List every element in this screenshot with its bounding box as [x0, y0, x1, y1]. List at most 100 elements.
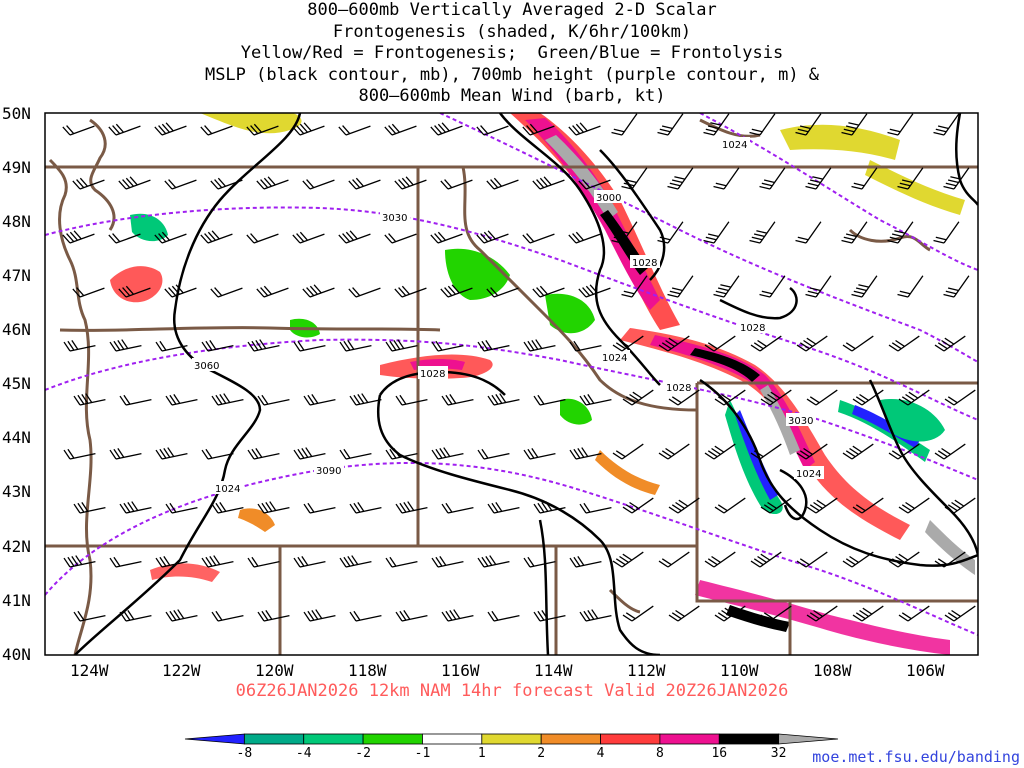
wind-barb-icon [658, 443, 690, 460]
wind-barb-icon [795, 113, 822, 136]
contour-labels: 1024 1028 1028 1028 1024 1028 1024 1024 … [192, 137, 824, 495]
colorbar: -8 -4 -2 -1 1 2 4 8 16 32 [184, 733, 839, 761]
wind-barb-icon [119, 394, 152, 406]
wind-barb-icon [487, 610, 520, 622]
colorbar-swatch [481, 733, 542, 745]
wind-barb-icon [303, 609, 336, 622]
wind-barb-icon [714, 497, 746, 514]
mslp-label: 1028 [740, 323, 765, 334]
wind-barb-icon [667, 167, 694, 190]
wind-barb-icon [523, 339, 556, 352]
wind-barb-icon [119, 610, 152, 622]
wind-barb-icon [477, 340, 510, 352]
source-credit[interactable]: moe.met.fsu.edu/banding [812, 748, 1020, 766]
wind-barb-icon [887, 113, 914, 136]
mslp-label: 1024 [796, 469, 821, 480]
wind-barb-icon [165, 502, 198, 514]
wind-barb-icon [621, 275, 648, 298]
wind-barb-icon [246, 123, 279, 136]
wind-barb-icon [155, 340, 188, 352]
wind-barb-icon [246, 233, 279, 244]
wind-barb-icon [851, 275, 878, 298]
wind-barb-icon [658, 335, 690, 352]
colorbar-swatch [243, 733, 305, 745]
wind-barb-icon [898, 389, 930, 406]
wind-barb-icon [704, 335, 736, 352]
wind-barb-icon [431, 447, 464, 460]
boundary-wy [695, 383, 978, 603]
wind-barb-icon [108, 233, 141, 244]
colorbar-swatch [184, 733, 245, 745]
wind-barb-icon [612, 443, 644, 460]
wind-barb-icon [805, 167, 832, 190]
wind-barb-icon [750, 443, 782, 460]
wind-barb-icon [806, 605, 838, 622]
wind-barb-icon [532, 176, 565, 190]
colorbar-swatch [718, 733, 780, 745]
wind-barb-icon [349, 393, 382, 406]
mslp-label: 1028 [632, 258, 657, 269]
wind-barb-icon [118, 176, 151, 190]
boundary-wa-or [59, 326, 441, 332]
wind-barb-icon [109, 339, 142, 352]
mslp-label: 1024 [215, 484, 240, 495]
great-salt-lake [608, 588, 641, 614]
wind-barb-icon [749, 113, 776, 136]
height-contour-3000 [439, 113, 978, 363]
wind-barb-icon [703, 113, 730, 136]
height-label: 3060 [194, 361, 219, 372]
wind-barb-icon [933, 221, 960, 244]
wind-barb-icon [395, 501, 428, 514]
title-line-5: 800—600mb Mean Wind (barb, kt) [358, 86, 666, 106]
wind-barb-icon [431, 340, 464, 352]
forecast-valid-time: 06Z26JAN2026 12km NAM 14hr forecast Vali… [235, 681, 789, 701]
wind-barb-icon [72, 177, 105, 190]
wind-barb-icon [888, 335, 920, 352]
wind-barb-icon [933, 113, 960, 136]
wind-barb-icon [713, 275, 740, 298]
wind-barb-icon [348, 177, 381, 190]
wind-barb-icon [533, 610, 566, 622]
lon-tick-label: 124W [70, 661, 109, 680]
wind-barb-icon [806, 389, 838, 406]
title-line-3: Yellow/Red = Frontogenesis; Green/Blue =… [240, 43, 784, 63]
wind-barb-icon [119, 501, 152, 514]
wind-barb-icon [806, 497, 838, 514]
wind-barb-icon [487, 502, 520, 514]
title-line-1: 800—600mb Vertically Averaged 2-D Scalar [307, 0, 717, 20]
wind-barb-icon [303, 502, 336, 514]
colorbar-swatch [303, 733, 364, 745]
colorbar-label: -1 [415, 746, 431, 761]
lon-tick-label: 106W [906, 661, 945, 680]
wind-barb-icon [441, 609, 474, 622]
wind-barb-icon [533, 501, 566, 514]
height-contour-3090 [45, 461, 978, 636]
wind-barb-icon [154, 122, 187, 136]
wind-barb-icon [852, 605, 884, 622]
wind-barb-icon [944, 389, 976, 406]
wind-barb-icon [72, 287, 105, 298]
wind-barb-icon [293, 447, 326, 460]
wind-barb-icon [73, 393, 106, 406]
wind-barb-icon [704, 443, 736, 460]
lon-tick-label: 108W [813, 661, 852, 680]
mslp-label: 1024 [602, 353, 627, 364]
wind-barb-icon [759, 275, 786, 298]
wind-barb-icon [293, 556, 326, 568]
lon-tick-label: 114W [534, 661, 573, 680]
mslp-contour-1024-utah [538, 519, 550, 655]
longitude-axis: 124W 122W 120W 118W 116W 114W 112W 110W … [70, 661, 945, 680]
lat-tick-label: 41N [2, 591, 31, 610]
lat-tick-label: 45N [2, 374, 31, 393]
wind-barb-icon [385, 448, 418, 460]
wind-barb-icon [851, 167, 878, 190]
colorbar-swatch [600, 733, 661, 745]
lat-tick-label: 49N [2, 158, 31, 177]
wind-barb-icon [842, 551, 874, 568]
wind-barb-icon [302, 179, 335, 190]
height-label: 3030 [382, 213, 407, 224]
wind-barb-icon [293, 340, 326, 352]
wind-barb-icon [934, 335, 966, 352]
wind-barb-icon [63, 340, 96, 352]
wind-barb-icon [579, 394, 612, 406]
